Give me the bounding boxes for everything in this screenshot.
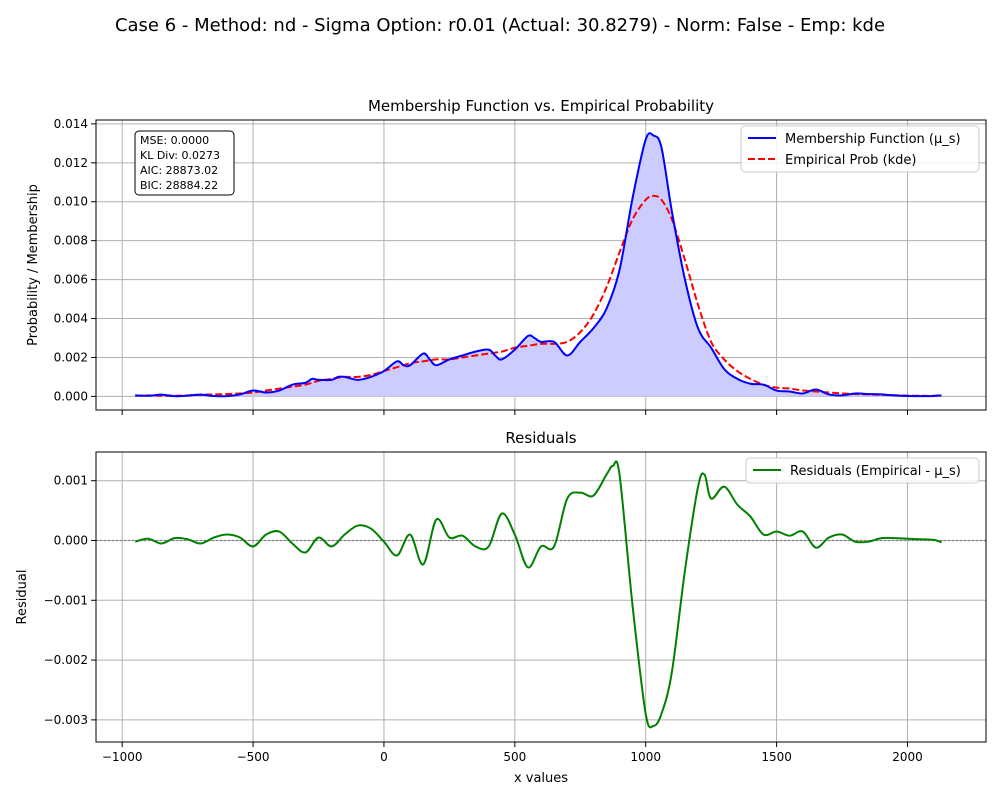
y-tick-label: −0.002: [44, 653, 88, 667]
bottom-panel-legend: Residuals (Empirical - μ_s): [745, 457, 980, 484]
stats-aic: AIC: 28873.02: [140, 164, 218, 177]
x-tick-label: 2000: [892, 750, 923, 764]
x-tick-label: 0: [380, 750, 388, 764]
stats-mse: MSE: 0.0000: [140, 134, 209, 147]
top-panel-ylabel: Probability / Membership: [26, 184, 41, 346]
y-tick-label: 0.000: [54, 533, 88, 547]
bottom-panel-xlabel: x values: [514, 771, 568, 786]
y-tick-label: 0.001: [54, 474, 88, 488]
y-tick-label: 0.010: [54, 195, 88, 209]
x-tick-label: −1000: [102, 750, 143, 764]
figure-suptitle: Case 6 - Method: nd - Sigma Option: r0.0…: [115, 15, 885, 36]
x-tick-label: 1000: [630, 750, 661, 764]
membership-function-line: [135, 132, 942, 398]
y-tick-label: 0.000: [54, 389, 88, 403]
bottom-panel-grid: [96, 452, 986, 742]
stats-kl-div: KL Div: 0.0273: [140, 149, 220, 162]
bottom-panel-y-ticks: −0.003 −0.002 −0.001 0.000 0.001: [44, 474, 96, 727]
legend-residuals-label: Residuals (Empirical - μ_s): [790, 464, 961, 479]
legend-membership-label: Membership Function (μ_s): [785, 132, 961, 147]
bottom-panel-ylabel: Residual: [15, 570, 30, 625]
residuals-panel: Residuals −1000 −500 0 500 1000 1500 2000 −0.0…: [15, 429, 987, 786]
y-tick-label: 0.012: [54, 156, 88, 170]
y-tick-label: 0.004: [54, 312, 88, 326]
membership-vs-empirical-panel: Membership Function vs. Empirical Probab…: [26, 97, 987, 415]
bottom-panel-frame: [95, 451, 987, 743]
y-tick-label: 0.002: [54, 350, 88, 364]
stats-box: MSE: 0.0000 KL Div: 0.0273 AIC: 28873.02…: [134, 130, 235, 196]
y-tick-label: 0.006: [54, 273, 88, 287]
legend-empirical-label: Empirical Prob (kde): [785, 153, 917, 168]
top-panel-x-ticks: [121, 410, 908, 415]
y-tick-label: −0.001: [44, 593, 88, 607]
stats-bic: BIC: 28884.22: [140, 179, 218, 192]
y-tick-label: 0.014: [54, 117, 88, 131]
bottom-panel-title: Residuals: [505, 429, 576, 447]
residuals-line: [134, 460, 942, 729]
x-tick-label: 1500: [761, 750, 792, 764]
top-panel-frame: [95, 119, 987, 411]
top-panel-legend: Membership Function (μ_s) Empirical Prob…: [740, 125, 980, 173]
x-tick-label: −500: [237, 750, 270, 764]
top-panel-title: Membership Function vs. Empirical Probab…: [368, 97, 714, 115]
top-panel-y-ticks: 0.000 0.002 0.004 0.006 0.008 0.010 0.012 0.014: [54, 117, 96, 403]
bottom-panel-x-ticks: −1000 −500 0 500 1000 1500 2000: [102, 742, 923, 764]
y-tick-label: 0.008: [54, 234, 88, 248]
membership-fill-area: [135, 133, 942, 397]
x-tick-label: 500: [503, 750, 526, 764]
y-tick-label: −0.003: [44, 713, 88, 727]
